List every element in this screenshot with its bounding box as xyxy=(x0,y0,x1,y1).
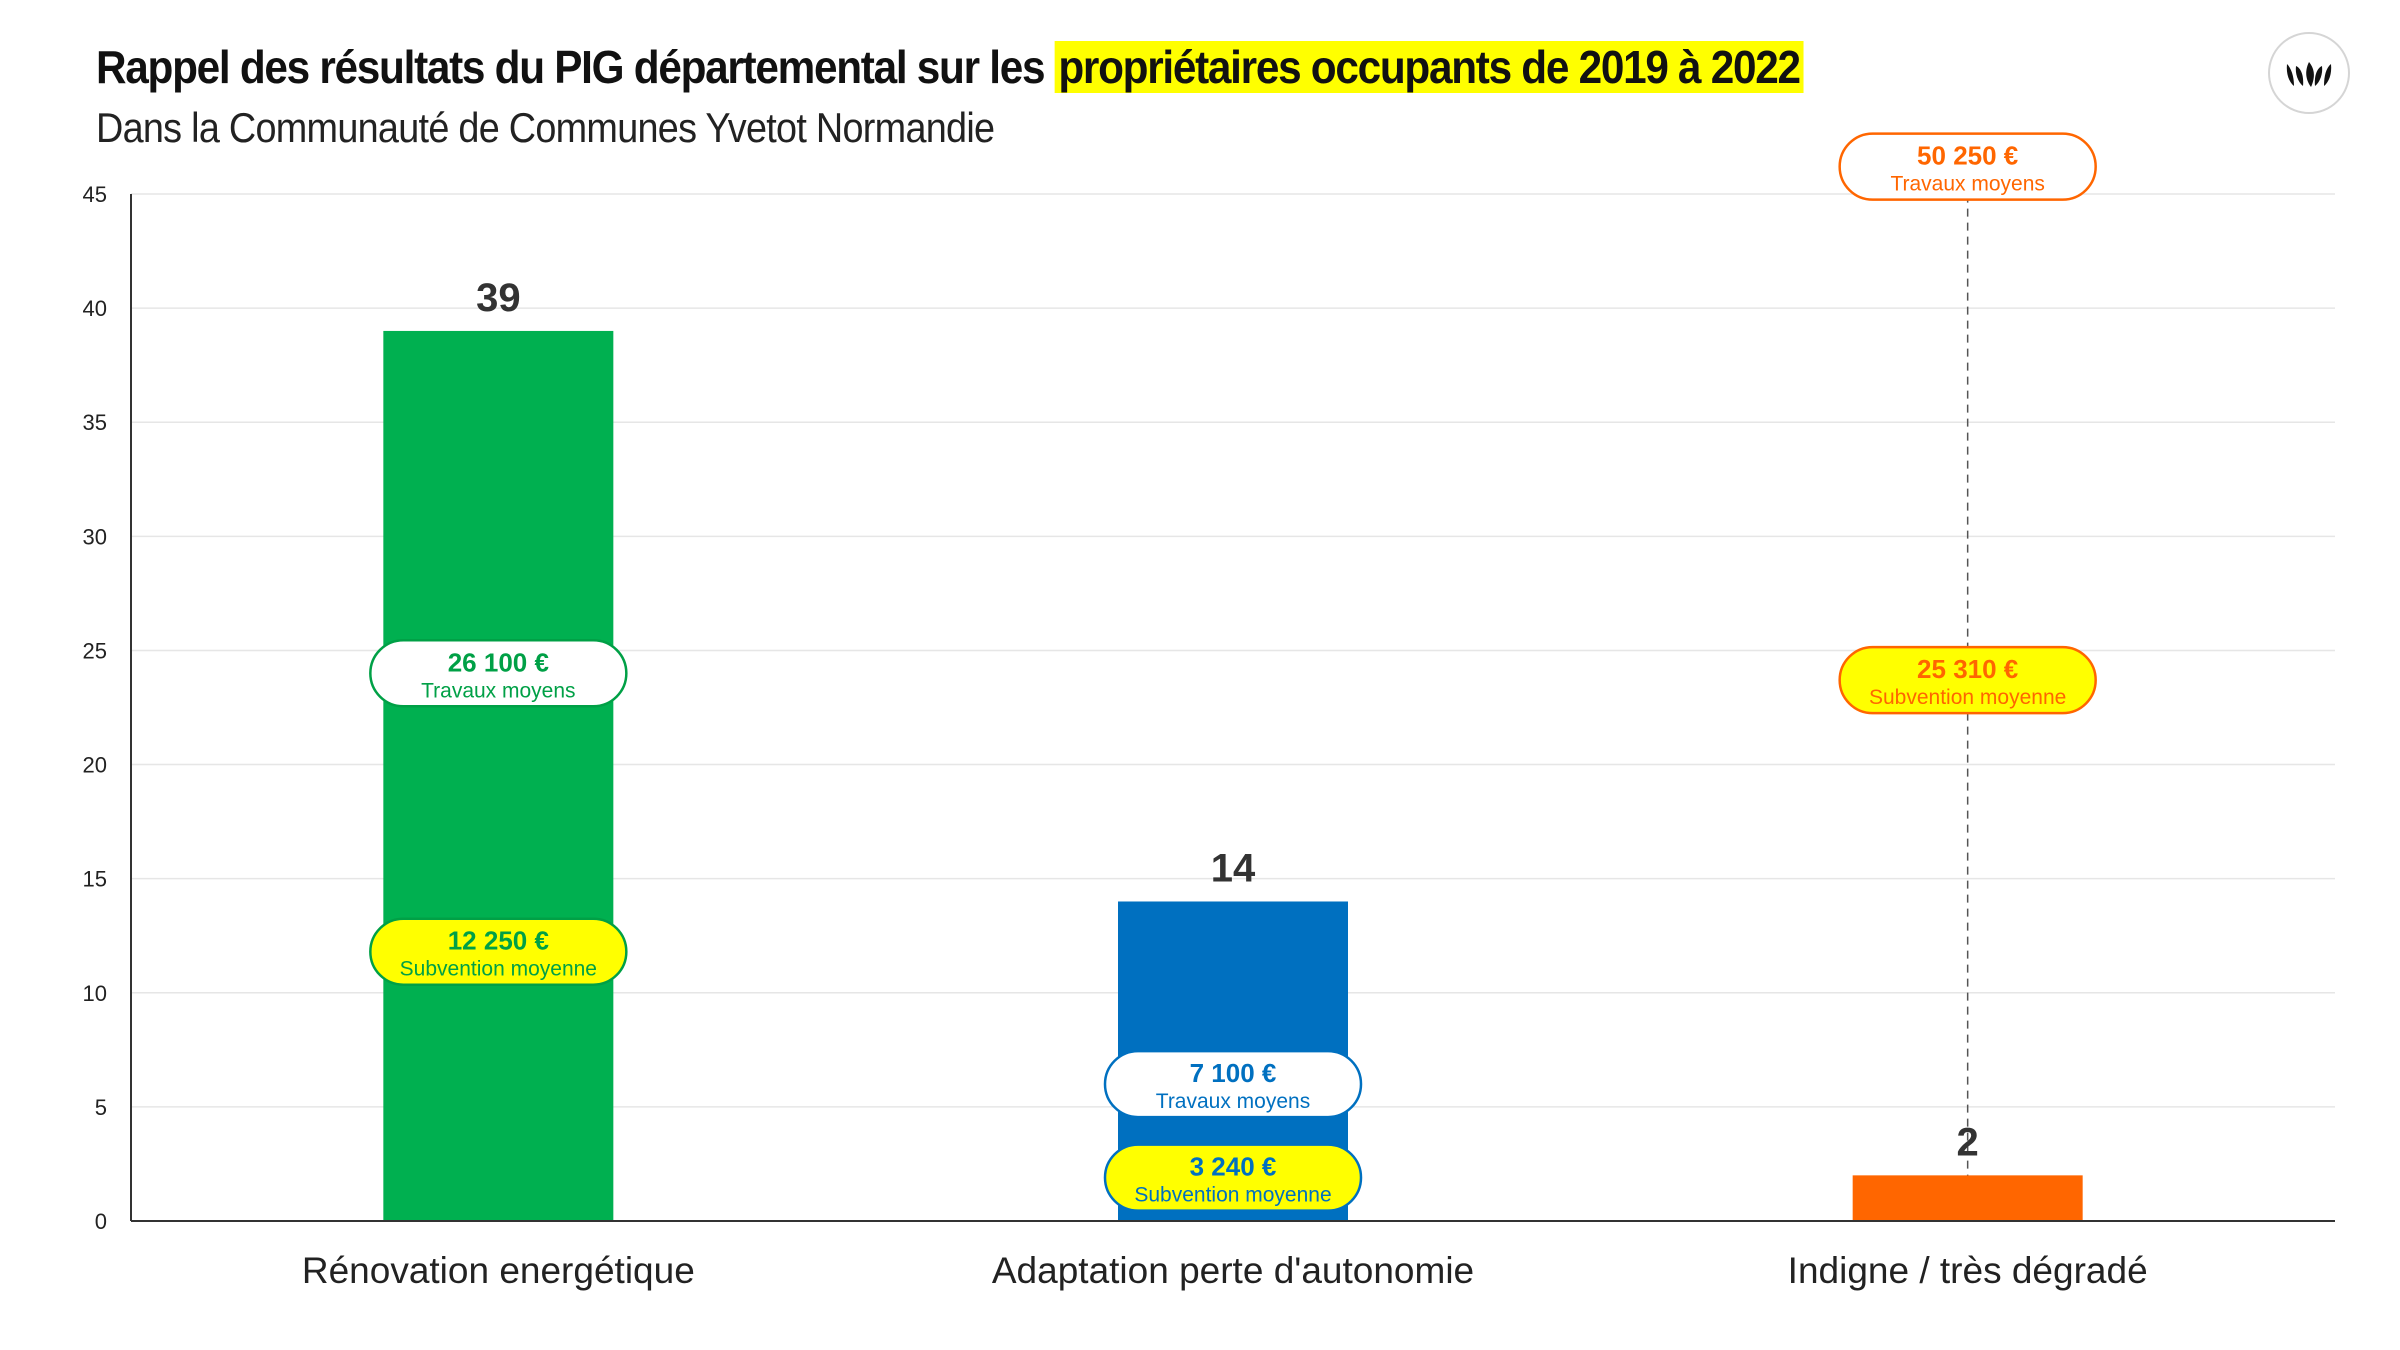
bar-value-label: 39 xyxy=(476,276,521,320)
bar-value-label: 2 xyxy=(1957,1120,1979,1164)
value-labels: 39 14 2 xyxy=(476,276,1979,1164)
pill-shape xyxy=(1838,132,2097,201)
x-category-label: Adaptation perte d'autonomie xyxy=(992,1250,1474,1291)
title-highlight: propriétaires occupants de 2019 à 2022 xyxy=(1054,41,1804,93)
y-tick-label: 25 xyxy=(83,638,107,663)
pill-shape xyxy=(369,917,628,986)
y-tick-label: 30 xyxy=(83,524,107,549)
pill-shape xyxy=(1103,1143,1363,1212)
leaves-logo-icon xyxy=(2268,32,2350,114)
pill-shape xyxy=(1103,1049,1363,1119)
bar xyxy=(1852,1175,2083,1221)
annotation-pill: 7 100 €Travaux moyens xyxy=(1103,1049,1363,1119)
x-category-labels: Rénovation energétique Adaptation perte d… xyxy=(302,1250,2148,1291)
annotation-pill: 12 250 €Subvention moyenne xyxy=(369,917,628,986)
y-tick-label: 15 xyxy=(83,867,107,892)
pill-caption: Travaux moyens xyxy=(1890,173,2044,196)
chart-title: Rappel des résultats du PIG départementa… xyxy=(96,40,1804,94)
y-tick-label: 40 xyxy=(83,296,107,321)
y-ticks: 0 5 10 15 20 25 30 35 40 45 xyxy=(83,182,107,1234)
annotation-pill: 26 100 €Travaux moyens xyxy=(369,639,628,708)
pill-amount: 3 240 € xyxy=(1190,1152,1277,1182)
annotation-pill: 25 310 €Subvention moyenne xyxy=(1838,645,2097,715)
pill-caption: Subvention moyenne xyxy=(400,958,597,981)
pill-caption: Travaux moyens xyxy=(1156,1090,1310,1113)
bar-value-label: 14 xyxy=(1211,846,1256,890)
y-tick-label: 35 xyxy=(83,410,107,435)
pill-amount: 7 100 € xyxy=(1190,1058,1277,1088)
pill-caption: Travaux moyens xyxy=(421,679,575,702)
x-category-label: Rénovation energétique xyxy=(302,1250,695,1291)
pill-amount: 25 310 € xyxy=(1917,654,2018,684)
y-tick-label: 5 xyxy=(95,1095,107,1120)
pill-shape xyxy=(369,639,628,708)
axes xyxy=(130,194,2335,1222)
pill-amount: 12 250 € xyxy=(448,926,549,956)
pill-caption: Subvention moyenne xyxy=(1869,686,2066,709)
pill-amount: 26 100 € xyxy=(448,647,549,677)
annotation-pill: 3 240 €Subvention moyenne xyxy=(1103,1143,1363,1212)
y-tick-label: 0 xyxy=(95,1209,107,1234)
pill-amount: 50 250 € xyxy=(1917,141,2018,171)
y-tick-label: 10 xyxy=(83,981,107,1006)
annotation-pill: 50 250 €Travaux moyens xyxy=(1838,132,2097,201)
y-tick-label: 20 xyxy=(83,753,107,778)
pill-caption: Subvention moyenne xyxy=(1134,1184,1331,1207)
chart-subtitle: Dans la Communauté de Communes Yvetot No… xyxy=(96,104,995,151)
y-tick-label: 45 xyxy=(83,182,107,207)
pill-shape xyxy=(1838,645,2097,715)
x-category-label: Indigne / très dégradé xyxy=(1788,1250,2148,1291)
title-prefix: Rappel des résultats du PIG départementa… xyxy=(96,41,1045,93)
bar xyxy=(383,330,614,1221)
